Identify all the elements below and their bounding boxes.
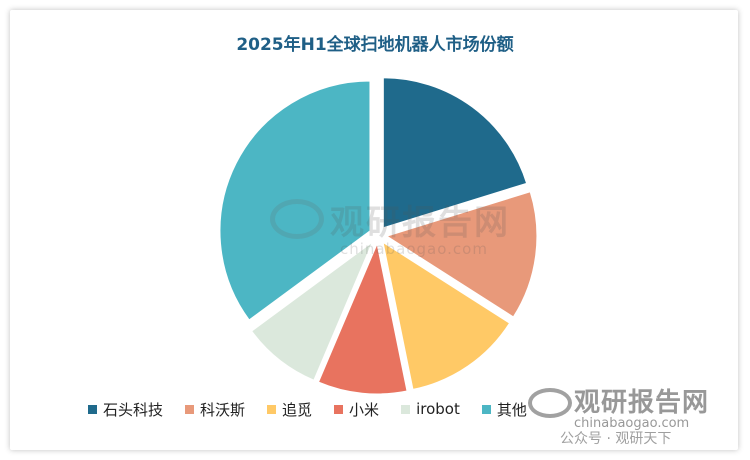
pie-slice-1	[382, 77, 528, 229]
pie-slice-3	[382, 241, 511, 391]
wechat-account-label: 公众号 · 观研天下	[560, 431, 672, 447]
chart-legend: 石头科技 科沃斯 追觅 小米 irobot 其他	[88, 396, 527, 422]
legend-label: irobot	[416, 400, 460, 418]
legend-swatch	[334, 404, 344, 414]
chart-title: 2025年H1全球扫地机器人市场份额	[236, 35, 514, 55]
legend-swatch	[267, 404, 277, 414]
legend-item: 追觅	[267, 399, 312, 420]
legend-swatch	[88, 404, 97, 414]
legend-item: 其他	[481, 399, 527, 420]
pie-slice-2	[385, 191, 538, 318]
legend-item: 科沃斯	[185, 399, 245, 420]
legend-label: 小米	[349, 400, 380, 419]
pie-slice-5	[250, 240, 374, 381]
legend-item: irobot	[401, 400, 460, 418]
legend-label: 石头科技	[103, 400, 164, 419]
legend-label: 科沃斯	[200, 400, 246, 419]
legend-item: 石头科技	[88, 399, 163, 420]
legend-item: 小米	[334, 399, 379, 420]
legend-swatch	[481, 404, 491, 414]
legend-label: 其他	[496, 400, 527, 419]
pie-slice-4	[317, 242, 408, 395]
legend-swatch	[401, 404, 411, 414]
legend-label: 追觅	[282, 400, 313, 419]
legend-swatch	[185, 404, 195, 414]
pie-slice-6	[219, 80, 371, 321]
